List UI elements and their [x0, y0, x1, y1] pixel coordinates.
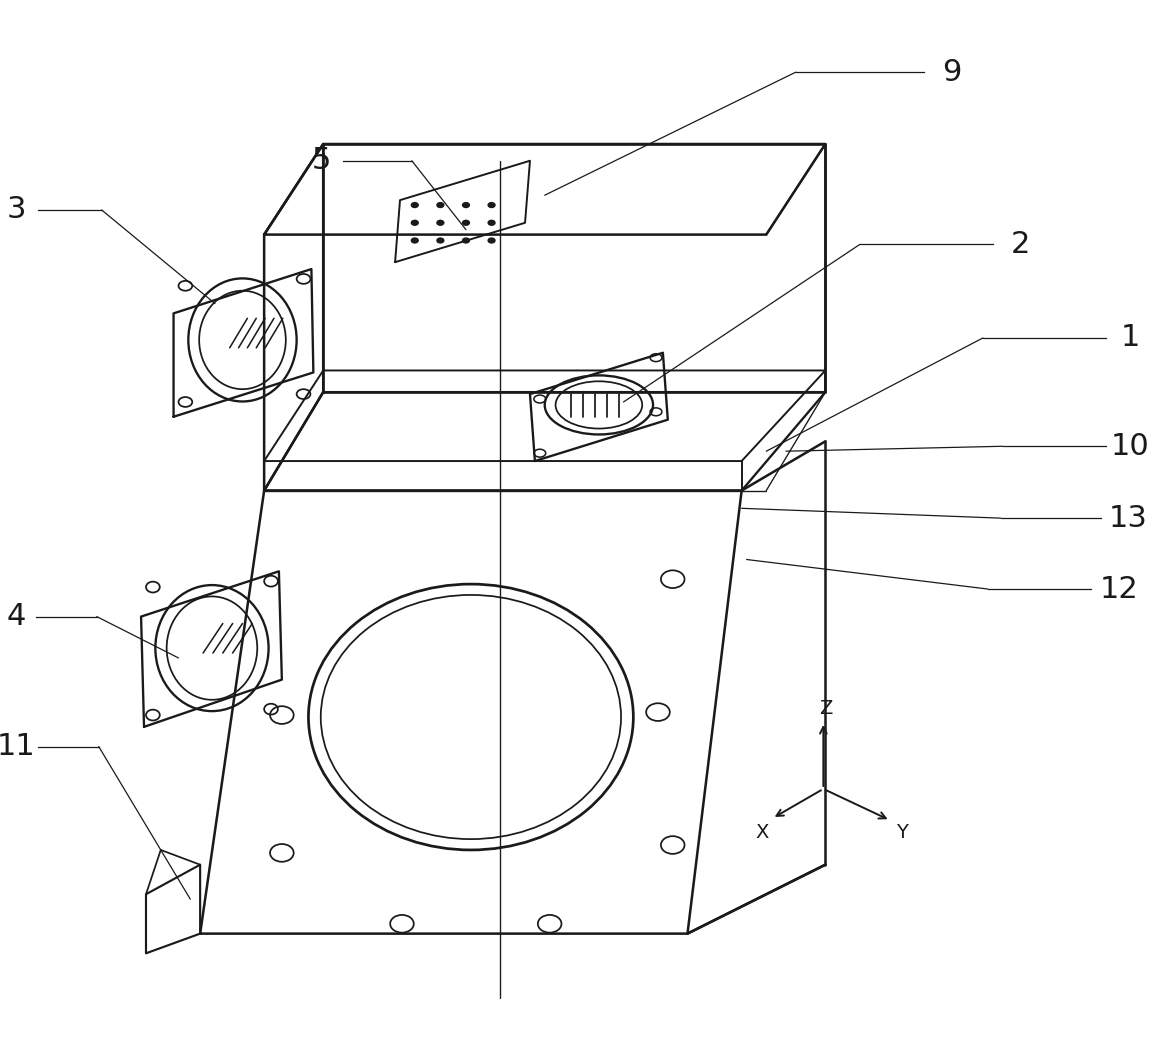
Ellipse shape: [437, 238, 444, 243]
Ellipse shape: [488, 203, 495, 208]
Ellipse shape: [437, 203, 444, 208]
Text: 12: 12: [1100, 575, 1138, 603]
Ellipse shape: [463, 238, 469, 243]
Text: 10: 10: [1111, 431, 1150, 461]
Ellipse shape: [463, 220, 469, 226]
Ellipse shape: [411, 238, 418, 243]
Ellipse shape: [463, 203, 469, 208]
Text: 1: 1: [1121, 324, 1141, 352]
Ellipse shape: [411, 220, 418, 226]
Text: 5: 5: [311, 147, 331, 175]
Ellipse shape: [488, 220, 495, 226]
Text: 2: 2: [1010, 230, 1030, 258]
Text: Y: Y: [896, 823, 908, 842]
Text: 3: 3: [6, 195, 26, 225]
Text: Z: Z: [819, 698, 832, 717]
Text: X: X: [756, 823, 769, 842]
Text: 13: 13: [1109, 503, 1148, 533]
Ellipse shape: [411, 203, 418, 208]
Ellipse shape: [488, 238, 495, 243]
Ellipse shape: [437, 220, 444, 226]
Text: 11: 11: [0, 732, 35, 761]
Text: 4: 4: [6, 602, 26, 631]
Text: 9: 9: [941, 58, 961, 87]
